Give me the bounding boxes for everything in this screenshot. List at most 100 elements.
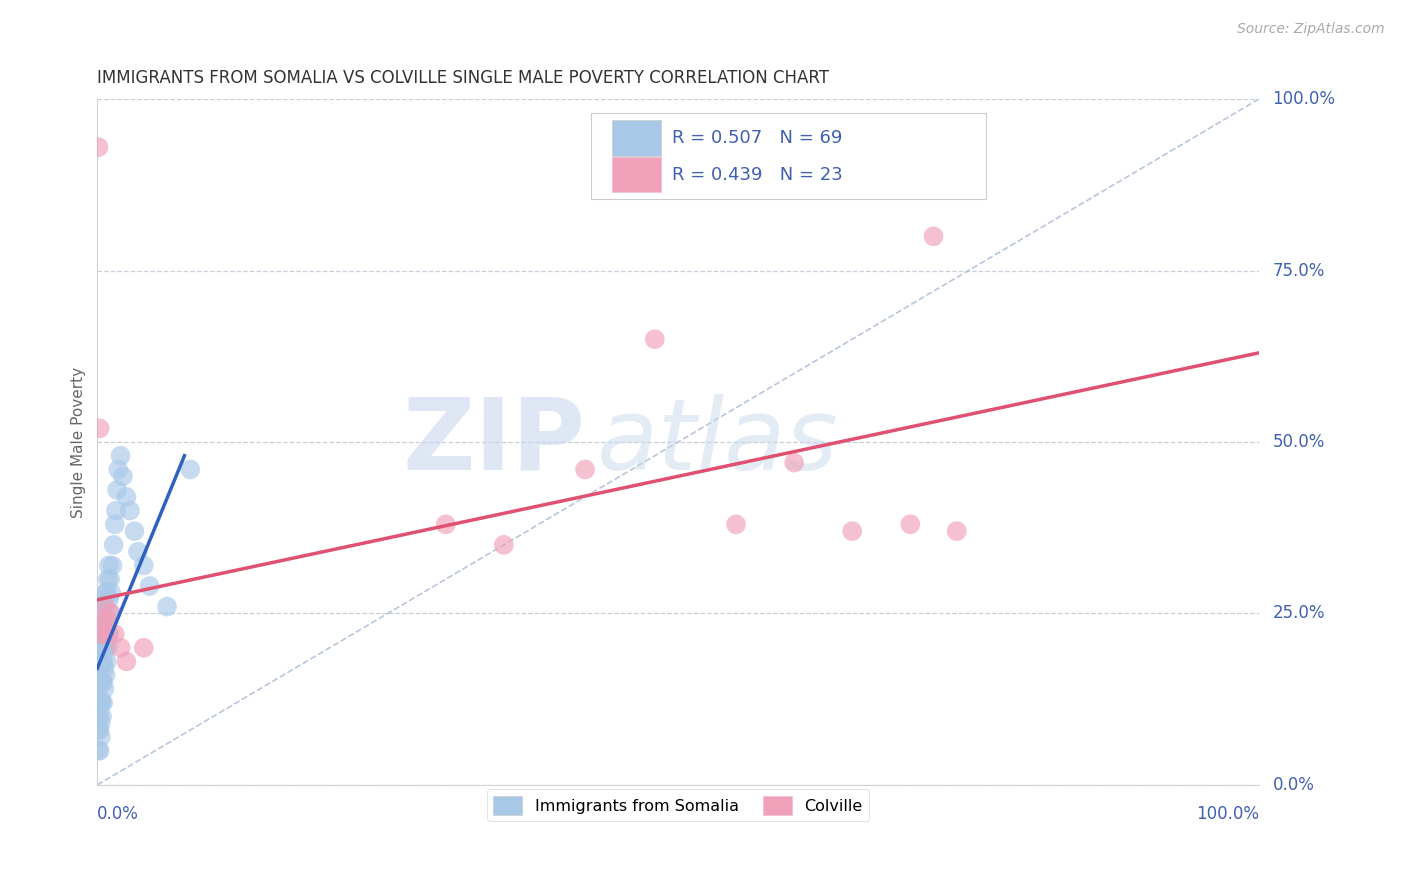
Point bbox=[87, 661, 110, 675]
Point bbox=[96, 655, 118, 669]
Text: 0.0%: 0.0% bbox=[1272, 776, 1315, 794]
Point bbox=[87, 723, 110, 737]
Text: 100.0%: 100.0% bbox=[1272, 90, 1336, 108]
Point bbox=[115, 490, 138, 504]
Point bbox=[725, 517, 748, 532]
Point bbox=[101, 558, 124, 573]
Point bbox=[104, 517, 127, 532]
Point bbox=[94, 599, 117, 614]
Text: 0.0%: 0.0% bbox=[97, 805, 139, 823]
Point bbox=[90, 696, 112, 710]
Point bbox=[89, 640, 111, 655]
Point bbox=[90, 627, 112, 641]
Point bbox=[91, 627, 114, 641]
Point bbox=[93, 640, 115, 655]
Point bbox=[93, 681, 115, 696]
Point bbox=[91, 655, 114, 669]
Point bbox=[90, 607, 112, 621]
Point bbox=[644, 332, 666, 346]
Point bbox=[94, 613, 117, 627]
Point bbox=[93, 661, 115, 675]
Point bbox=[91, 607, 114, 621]
Y-axis label: Single Male Poverty: Single Male Poverty bbox=[72, 367, 86, 517]
Point bbox=[91, 696, 114, 710]
Point bbox=[91, 627, 114, 641]
Point bbox=[492, 538, 515, 552]
FancyBboxPatch shape bbox=[612, 157, 661, 193]
Point bbox=[98, 607, 121, 621]
Point bbox=[87, 681, 110, 696]
Text: R = 0.507   N = 69: R = 0.507 N = 69 bbox=[672, 129, 842, 147]
Point bbox=[124, 524, 146, 538]
Point bbox=[97, 627, 120, 641]
Point bbox=[96, 627, 118, 641]
Point bbox=[90, 716, 112, 731]
Point bbox=[98, 572, 121, 586]
Point bbox=[89, 675, 111, 690]
Point bbox=[90, 655, 112, 669]
Point bbox=[111, 469, 134, 483]
Point bbox=[97, 558, 120, 573]
Text: Source: ZipAtlas.com: Source: ZipAtlas.com bbox=[1237, 22, 1385, 37]
Point bbox=[103, 538, 125, 552]
Point bbox=[89, 661, 111, 675]
Point bbox=[783, 456, 806, 470]
Legend: Immigrants from Somalia, Colville: Immigrants from Somalia, Colville bbox=[486, 789, 869, 822]
Point bbox=[89, 709, 111, 723]
Text: ZIP: ZIP bbox=[402, 393, 585, 491]
Point bbox=[179, 462, 201, 476]
Point bbox=[132, 558, 155, 573]
Point bbox=[922, 229, 945, 244]
Point bbox=[97, 592, 120, 607]
Point bbox=[100, 607, 122, 621]
Text: IMMIGRANTS FROM SOMALIA VS COLVILLE SINGLE MALE POVERTY CORRELATION CHART: IMMIGRANTS FROM SOMALIA VS COLVILLE SING… bbox=[97, 69, 830, 87]
Point bbox=[94, 586, 117, 600]
Point bbox=[107, 462, 129, 476]
Point bbox=[574, 462, 596, 476]
Point bbox=[91, 675, 114, 690]
Point bbox=[105, 483, 128, 497]
Point bbox=[898, 517, 921, 532]
Text: 75.0%: 75.0% bbox=[1272, 261, 1324, 279]
Text: 100.0%: 100.0% bbox=[1195, 805, 1258, 823]
Point bbox=[89, 696, 111, 710]
Point bbox=[91, 655, 114, 669]
Point bbox=[93, 627, 115, 641]
Point bbox=[100, 586, 122, 600]
Point bbox=[94, 668, 117, 682]
Point bbox=[87, 140, 110, 154]
Point bbox=[91, 599, 114, 614]
Point bbox=[841, 524, 863, 538]
Text: 50.0%: 50.0% bbox=[1272, 433, 1324, 451]
Point bbox=[434, 517, 457, 532]
Point bbox=[138, 579, 160, 593]
Point bbox=[97, 572, 120, 586]
Point bbox=[110, 449, 132, 463]
Point bbox=[96, 613, 118, 627]
Point bbox=[87, 696, 110, 710]
Point bbox=[97, 627, 120, 641]
Point bbox=[91, 709, 114, 723]
Point bbox=[90, 730, 112, 744]
Text: atlas: atlas bbox=[596, 393, 838, 491]
Point bbox=[118, 503, 141, 517]
Point bbox=[93, 592, 115, 607]
Point bbox=[87, 709, 110, 723]
Point bbox=[945, 524, 967, 538]
Point bbox=[97, 613, 120, 627]
Point bbox=[91, 696, 114, 710]
Point bbox=[90, 640, 112, 655]
Point bbox=[87, 743, 110, 757]
Text: 25.0%: 25.0% bbox=[1272, 605, 1324, 623]
Point bbox=[96, 586, 118, 600]
Point bbox=[156, 599, 179, 614]
Point bbox=[94, 640, 117, 655]
Point bbox=[93, 613, 115, 627]
Point bbox=[91, 613, 114, 627]
Text: R = 0.439   N = 23: R = 0.439 N = 23 bbox=[672, 166, 844, 184]
Point bbox=[97, 640, 120, 655]
FancyBboxPatch shape bbox=[591, 113, 986, 199]
Point bbox=[104, 627, 127, 641]
Point bbox=[90, 675, 112, 690]
Point bbox=[89, 743, 111, 757]
